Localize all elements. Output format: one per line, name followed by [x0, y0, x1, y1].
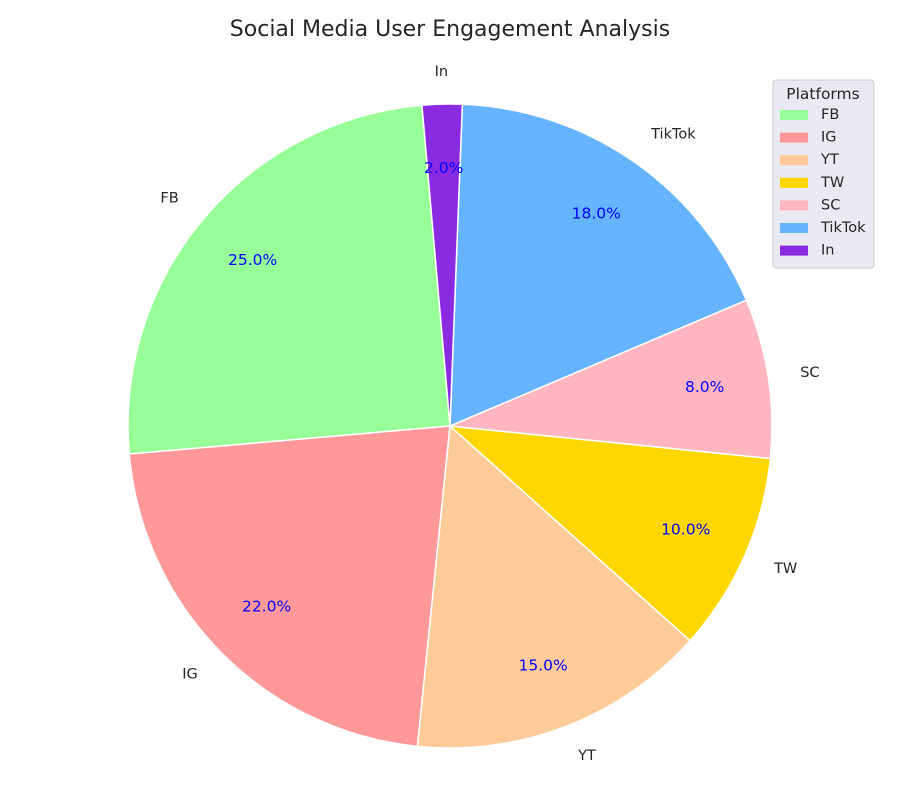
pie-slice-in	[421, 103, 464, 427]
legend-label-fb: FB	[821, 107, 839, 123]
category-label-yt: YT	[577, 748, 596, 764]
percentage-label-sc: 8.0%	[685, 378, 724, 396]
legend-label-tiktok: TikTok	[820, 220, 866, 236]
pie-slice-tiktok	[449, 103, 748, 428]
pie-slice-yt	[416, 424, 692, 749]
pie-slice-fb	[127, 104, 451, 455]
percentage-label-yt: 15.0%	[519, 657, 568, 675]
pie-slice-tw	[447, 425, 772, 642]
legend-swatch-fb	[780, 110, 808, 120]
legend-swatch-in	[780, 245, 808, 256]
category-label-sc: SC	[800, 365, 819, 381]
legend-title: Platforms	[786, 85, 859, 103]
pie-slice-ig	[128, 425, 451, 748]
legend-entries: FB IG YT TW SC TikTok In	[780, 107, 866, 259]
legend-label-tw: TW	[820, 175, 844, 191]
category-label-ig: IG	[182, 667, 198, 683]
legend-swatch-tw	[780, 177, 808, 188]
percentage-labels: 25.0% 22.0% 15.0% 10.0% 8.0% 18.0% 2.0%	[228, 159, 724, 675]
chart-title: Social Media User Engagement Analysis	[230, 17, 670, 42]
legend-label-in: In	[821, 243, 834, 259]
legend-swatch-yt	[780, 155, 808, 166]
category-label-tiktok: TikTok	[650, 126, 696, 142]
category-label-fb: FB	[160, 190, 178, 206]
pie-slices	[127, 103, 773, 749]
percentage-label-tiktok: 18.0%	[572, 204, 621, 222]
legend-frame	[772, 79, 875, 269]
percentage-label-in: 2.0%	[424, 159, 463, 177]
legend-swatch-ig	[780, 132, 808, 143]
percentage-label-ig: 22.0%	[242, 597, 291, 615]
legend-label-yt: YT	[820, 152, 839, 168]
pie-slice-sc	[449, 299, 773, 460]
category-label-tw: TW	[773, 561, 797, 577]
category-labels: FB IG YT TW SC TikTok In	[160, 64, 819, 764]
legend-label-ig: IG	[821, 130, 837, 146]
category-label-in: In	[435, 64, 448, 80]
percentage-label-fb: 25.0%	[228, 251, 277, 269]
legend: Platforms FB IG YT TW SC TikTok In	[772, 79, 875, 269]
legend-label-sc: SC	[821, 197, 840, 213]
legend-swatch-sc	[780, 200, 808, 211]
legend-swatch-tiktok	[780, 223, 808, 233]
percentage-label-tw: 10.0%	[661, 520, 710, 538]
